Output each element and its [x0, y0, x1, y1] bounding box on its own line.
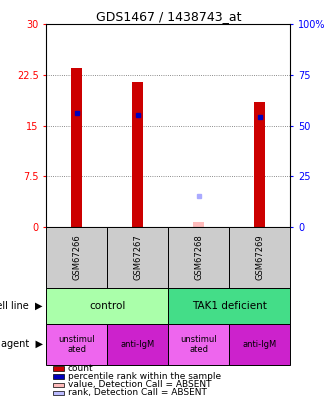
Bar [132, 82, 143, 227]
Bar [229, 227, 290, 288]
Bar [71, 68, 82, 227]
Bar [168, 324, 229, 364]
Bar [107, 324, 168, 364]
Text: percentile rank within the sample: percentile rank within the sample [68, 372, 221, 381]
Text: unstimul
ated: unstimul ated [181, 335, 217, 354]
Text: count: count [68, 364, 93, 373]
Bar [193, 222, 204, 227]
Text: TAK1 deficient: TAK1 deficient [192, 301, 267, 311]
Bar [229, 324, 290, 364]
Bar [53, 366, 64, 371]
Text: GSM67267: GSM67267 [133, 234, 142, 280]
Bar [46, 324, 107, 364]
Text: control: control [89, 301, 125, 311]
Text: GSM67269: GSM67269 [255, 234, 264, 280]
Bar [53, 382, 64, 387]
Bar [53, 390, 64, 395]
Bar [46, 288, 168, 324]
Text: anti-IgM: anti-IgM [121, 340, 155, 349]
Text: agent  ▶: agent ▶ [1, 339, 43, 349]
Bar [168, 288, 290, 324]
Bar [254, 102, 265, 227]
Bar [46, 227, 107, 288]
Text: unstimul
ated: unstimul ated [58, 335, 95, 354]
Bar [107, 227, 168, 288]
Title: GDS1467 / 1438743_at: GDS1467 / 1438743_at [96, 10, 241, 23]
Text: GSM67266: GSM67266 [72, 234, 81, 280]
Text: anti-IgM: anti-IgM [243, 340, 277, 349]
Text: value, Detection Call = ABSENT: value, Detection Call = ABSENT [68, 380, 211, 389]
Bar [168, 227, 229, 288]
Bar [53, 374, 64, 379]
Text: rank, Detection Call = ABSENT: rank, Detection Call = ABSENT [68, 388, 207, 397]
Text: GSM67268: GSM67268 [194, 234, 203, 280]
Text: cell line  ▶: cell line ▶ [0, 301, 43, 311]
